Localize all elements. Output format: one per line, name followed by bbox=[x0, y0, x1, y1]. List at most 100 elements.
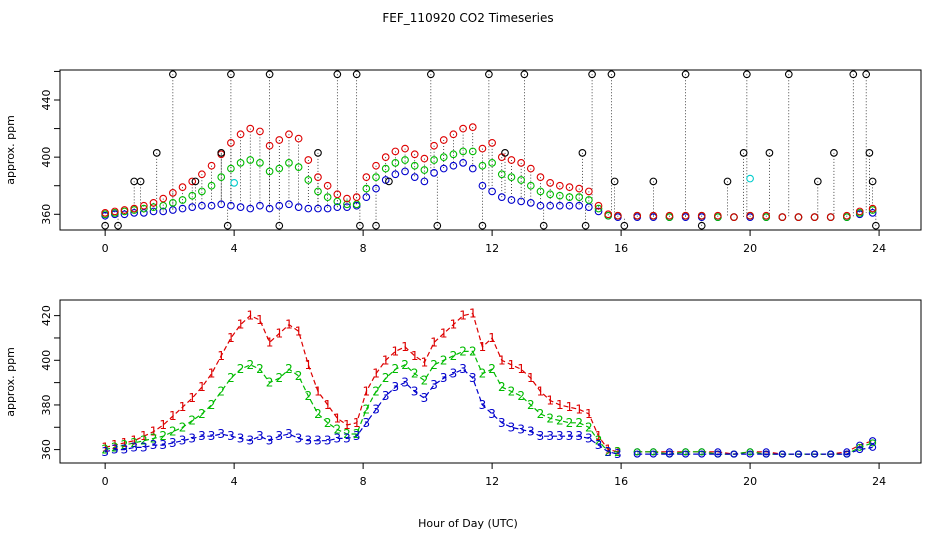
series-3-point bbox=[275, 201, 284, 210]
series-2-point bbox=[236, 159, 245, 167]
series-2-point bbox=[869, 439, 877, 447]
series-1-digit: 1 bbox=[140, 429, 148, 443]
series-1-digit: 1 bbox=[575, 402, 583, 416]
series-2-point bbox=[217, 173, 226, 181]
bottom-y-tick-label: 360 bbox=[40, 439, 53, 460]
extreme-point bbox=[539, 221, 548, 230]
series-2-point bbox=[546, 190, 555, 199]
series-2-point bbox=[227, 164, 235, 173]
series-1-point bbox=[855, 207, 864, 216]
series-1-point bbox=[714, 448, 722, 456]
series-1-digit: 1 bbox=[179, 400, 187, 414]
series-2-point bbox=[256, 159, 264, 167]
series-3-point bbox=[575, 201, 584, 210]
series-2-digit: 2 bbox=[275, 371, 283, 385]
series-3-point bbox=[420, 177, 429, 186]
series-3-digit: 3 bbox=[372, 402, 380, 416]
series-1-point bbox=[856, 441, 864, 449]
series-2-digit: 2 bbox=[401, 358, 409, 372]
series-1-digit: 1 bbox=[208, 367, 216, 381]
series-2-digit: 2 bbox=[566, 416, 574, 430]
extreme-point bbox=[485, 70, 493, 79]
series-1-point bbox=[420, 154, 429, 163]
series-1-point bbox=[488, 139, 496, 147]
series-1-point bbox=[169, 189, 177, 197]
series-2-digit: 2 bbox=[266, 376, 274, 390]
series-1-digit: 1 bbox=[256, 313, 264, 327]
series-3-point bbox=[730, 450, 738, 458]
extreme-point bbox=[114, 221, 122, 230]
series-1-point bbox=[614, 211, 622, 220]
series-1-point bbox=[246, 124, 255, 133]
series-1-point bbox=[868, 204, 877, 213]
series-2-digit: 2 bbox=[440, 353, 448, 367]
series-2-point bbox=[178, 196, 187, 204]
series-3-point bbox=[304, 204, 313, 213]
series-2-point bbox=[314, 187, 322, 196]
series-3-point bbox=[778, 450, 786, 458]
extreme-point bbox=[372, 221, 380, 230]
series-1-point bbox=[730, 213, 738, 221]
series-1-digit: 1 bbox=[363, 385, 371, 399]
series-1-point bbox=[207, 161, 216, 170]
series-3-digit: 3 bbox=[517, 423, 525, 437]
extreme-point bbox=[610, 177, 619, 186]
series-1-digit: 1 bbox=[188, 391, 196, 405]
series-2-point bbox=[497, 170, 506, 179]
series-1-point bbox=[130, 204, 139, 213]
series-3-digit: 3 bbox=[179, 434, 187, 448]
series-2-point bbox=[555, 191, 564, 200]
series-1-point bbox=[430, 141, 438, 150]
series-2-digit: 2 bbox=[604, 445, 612, 459]
extreme-point bbox=[191, 177, 200, 186]
series-3-point bbox=[401, 167, 409, 176]
series-1-point bbox=[869, 437, 877, 445]
series-2-digit: 2 bbox=[479, 367, 487, 381]
series-3-line bbox=[104, 368, 619, 455]
series-2-digit: 2 bbox=[595, 434, 603, 448]
series-2-point bbox=[526, 181, 535, 190]
series-1-digit: 1 bbox=[585, 407, 593, 421]
series-2-digit: 2 bbox=[334, 423, 342, 437]
series-2-point bbox=[275, 164, 284, 173]
extreme-point bbox=[578, 149, 587, 157]
series-1-digit: 1 bbox=[121, 436, 129, 450]
series-3-point bbox=[565, 201, 574, 210]
series-2-digit: 2 bbox=[508, 385, 516, 399]
series-3-point bbox=[149, 207, 158, 216]
series-3-point bbox=[762, 450, 770, 458]
series-3-point bbox=[811, 450, 819, 458]
series-3-digit: 3 bbox=[256, 429, 264, 443]
series-1-digit: 1 bbox=[111, 438, 119, 452]
series-2-digit: 2 bbox=[546, 411, 554, 425]
series-1-line bbox=[637, 440, 873, 455]
series-1-digit: 1 bbox=[498, 353, 506, 367]
series-1-digit: 1 bbox=[517, 362, 525, 376]
top-y-axis-label: approx. ppm bbox=[4, 115, 17, 185]
series-2-digit: 2 bbox=[169, 425, 177, 439]
series-1-digit: 1 bbox=[285, 318, 293, 332]
series-3-digit: 3 bbox=[150, 438, 158, 452]
series-3-digit: 3 bbox=[208, 429, 216, 443]
series-3-digit: 3 bbox=[479, 398, 487, 412]
series-1-point bbox=[526, 164, 535, 173]
extreme-point bbox=[849, 70, 858, 79]
series-3-point bbox=[526, 199, 535, 207]
series-3-digit: 3 bbox=[130, 440, 138, 454]
extreme-point bbox=[697, 221, 706, 230]
series-3-point bbox=[430, 169, 438, 177]
extreme-point bbox=[385, 177, 393, 186]
series-3-digit: 3 bbox=[566, 429, 574, 443]
series-1-point bbox=[843, 448, 851, 456]
series-1-point bbox=[517, 159, 525, 167]
series-3-point bbox=[227, 201, 235, 210]
series-1-digit: 1 bbox=[130, 434, 138, 448]
series-1-digit: 1 bbox=[537, 385, 545, 399]
series-2-digit: 2 bbox=[285, 362, 293, 376]
series-1-point bbox=[343, 194, 351, 203]
series-3-point bbox=[449, 161, 458, 170]
series-2-digit: 2 bbox=[237, 362, 245, 376]
series-3-point bbox=[323, 204, 332, 213]
